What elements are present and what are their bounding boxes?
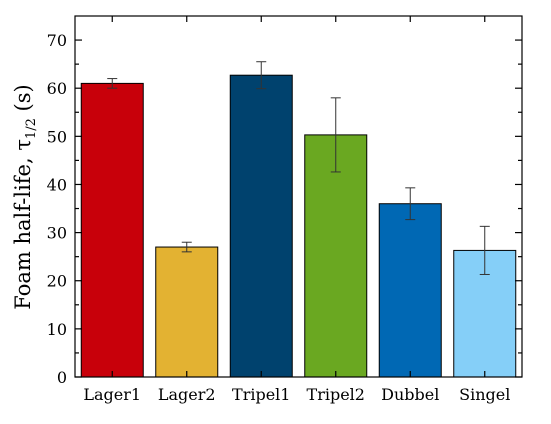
bar-tripel2 — [304, 134, 368, 378]
y-tick-label: 10 — [47, 320, 67, 339]
error-bar-lager1 — [107, 78, 118, 89]
error-bar-lager2 — [181, 241, 192, 253]
error-bar-tripel1 — [256, 61, 267, 90]
error-bar-dubbel — [405, 187, 416, 221]
bar-tripel1 — [229, 74, 293, 378]
plot-frame — [74, 15, 523, 378]
x-tick-label: Tripel1 — [232, 385, 290, 404]
error-bar-singel — [479, 225, 490, 275]
y-tick-label: 50 — [47, 127, 67, 146]
ticks-layer — [75, 16, 522, 378]
y-tick-label: 60 — [47, 79, 67, 98]
y-tick-label: 40 — [47, 175, 67, 194]
y-tick-label: 0 — [57, 368, 67, 387]
y-tick-label: 70 — [47, 31, 67, 50]
y-tick-label: 20 — [47, 272, 67, 291]
bar-lager2 — [155, 246, 219, 378]
x-tick-label: Dubbel — [381, 385, 439, 404]
x-tick-label: Lager1 — [83, 385, 141, 404]
y-axis-title: Foam half-life, τ1/2 (s) — [11, 84, 39, 309]
bar-lager1 — [80, 82, 144, 378]
x-tick-label: Singel — [459, 385, 510, 404]
y-tick-label: 30 — [47, 224, 67, 243]
error-bar-tripel2 — [330, 97, 341, 173]
error-bars-layer — [107, 61, 490, 275]
x-tick-label: Lager2 — [158, 385, 216, 404]
tick-labels-layer: Lager1 Lager2 Tripel1 Tripel2 Dubbel Singel 0 1… — [47, 31, 511, 404]
bars-layer — [80, 74, 517, 378]
bar-dubbel — [378, 203, 442, 378]
x-tick-label: Tripel2 — [307, 385, 365, 404]
